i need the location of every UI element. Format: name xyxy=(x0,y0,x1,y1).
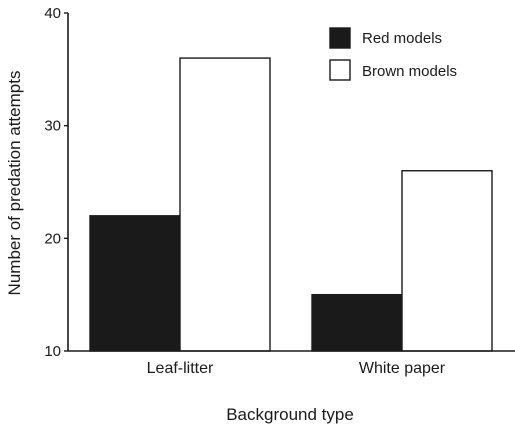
plot-area: 10 20 30 40 Leaf-litter White paper xyxy=(44,5,515,377)
legend-label-red-models: Red models xyxy=(362,30,442,47)
legend: Red models Brown models xyxy=(329,27,457,81)
legend-label-brown-models: Brown models xyxy=(362,63,457,80)
y-tick-label: 40 xyxy=(44,5,61,22)
legend-swatch-red-models xyxy=(329,27,351,49)
y-tick-label: 20 xyxy=(44,230,61,247)
x-tick-label: Leaf-litter xyxy=(147,360,214,377)
x-axis-title: Background type xyxy=(226,405,354,424)
y-ticks-group: 10 20 30 40 xyxy=(44,5,68,360)
y-tick-label: 10 xyxy=(44,343,61,360)
x-ticks-group: Leaf-litter White paper xyxy=(147,360,446,377)
bar-white-paper-brown-models xyxy=(401,170,493,352)
bars-group xyxy=(89,57,493,352)
y-tick-label: 30 xyxy=(44,118,61,135)
bar-leaf-litter-brown-models xyxy=(179,57,271,352)
y-axis-title: Number of predation attempts xyxy=(5,71,24,296)
bar-leaf-litter-red-models xyxy=(89,215,181,352)
x-tick-label: White paper xyxy=(359,360,446,377)
bar-white-paper-red-models xyxy=(311,293,403,352)
legend-swatch-brown-models xyxy=(329,59,351,81)
